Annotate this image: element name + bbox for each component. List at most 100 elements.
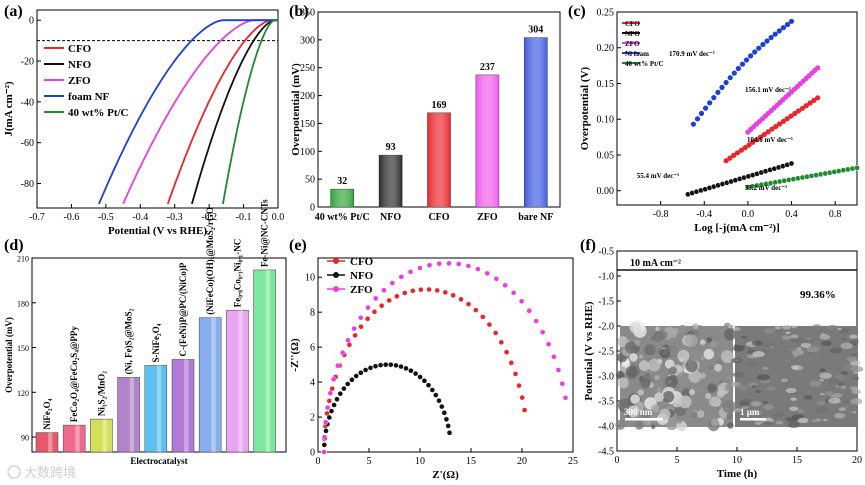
point-e xyxy=(498,339,504,345)
sem-particle xyxy=(725,383,733,392)
sem-particle xyxy=(630,394,640,404)
point-c xyxy=(792,110,798,117)
sem-particle xyxy=(656,387,662,393)
curve-a-cfo xyxy=(166,19,278,205)
point-c xyxy=(784,116,790,122)
sem-flake xyxy=(807,391,813,395)
y-tick-label-b: 100 xyxy=(300,147,315,158)
point-c xyxy=(815,65,821,71)
bar-d xyxy=(144,365,168,453)
legend-a-item: CFO xyxy=(68,43,92,55)
axes-frame-e xyxy=(317,257,574,453)
sem-particle xyxy=(691,411,698,418)
sem-image-right xyxy=(730,324,864,428)
point-c xyxy=(811,97,817,103)
point-e xyxy=(353,373,359,379)
sem-particle xyxy=(711,418,719,427)
sem-flake xyxy=(781,324,792,330)
bar-d xyxy=(253,269,276,453)
bar-b-shine xyxy=(330,189,354,207)
sem-particle xyxy=(660,348,670,359)
sem-particle xyxy=(703,348,715,360)
bar-value-label-b: 304 xyxy=(528,25,543,36)
sem-particle xyxy=(720,350,734,364)
sem-flake xyxy=(837,381,845,386)
legend-e-marker xyxy=(333,272,339,278)
sem-flake xyxy=(823,419,828,422)
sem-particle xyxy=(655,326,660,332)
bar-d-shine xyxy=(129,377,135,452)
sem-flake xyxy=(830,399,836,402)
point-c xyxy=(738,147,745,153)
legend-c-item: 40 wt% Pt/C xyxy=(625,60,664,68)
sem-particle xyxy=(676,372,689,384)
y-tick-label-f: -2.5 xyxy=(598,347,614,358)
sem-flake xyxy=(803,395,813,400)
sem-flake xyxy=(791,325,798,329)
watermark-text: 大数跨境 xyxy=(24,466,76,481)
sem-particle xyxy=(624,341,637,354)
point-e xyxy=(533,318,539,324)
x-tick-label-e: 25 xyxy=(568,456,578,467)
point-e xyxy=(417,374,423,380)
sem-flake xyxy=(818,407,824,410)
y-tick-label-e: 2 xyxy=(310,413,315,424)
point-e xyxy=(328,408,335,414)
panel-label-c: (c) xyxy=(568,3,586,20)
sem-flake xyxy=(800,342,812,348)
sem-flake xyxy=(764,421,773,425)
x-category-label-b: CFO xyxy=(428,212,449,223)
point-e xyxy=(388,362,394,368)
x-tick-label-f: 15 xyxy=(792,455,802,466)
legend-c-item: ZFO xyxy=(625,40,640,48)
sem-flake xyxy=(781,378,789,383)
sem-flake xyxy=(821,355,829,359)
point-e xyxy=(456,261,462,267)
point-c xyxy=(711,95,717,101)
point-e xyxy=(436,261,442,267)
point-e xyxy=(381,287,387,293)
y-tick-label-f: -3.5 xyxy=(598,397,614,408)
y-tick-label-c: 0.00 xyxy=(597,186,615,197)
sem-flake xyxy=(849,339,859,345)
sem-flake xyxy=(759,360,766,363)
sem-particle xyxy=(662,391,675,403)
sem-particle xyxy=(689,389,695,396)
sem-particle xyxy=(705,393,712,399)
bar-d xyxy=(226,309,249,453)
legend-e-marker xyxy=(333,258,339,264)
point-e xyxy=(519,394,525,401)
y-tick-label-f: -4.0 xyxy=(598,422,614,433)
sem-flake xyxy=(809,380,822,387)
sem-particle xyxy=(700,339,706,345)
y-tick-label-a: 0 xyxy=(29,16,34,27)
sem-flake xyxy=(840,371,849,375)
point-c xyxy=(754,137,760,143)
point-e xyxy=(398,363,404,370)
point-e xyxy=(345,337,351,343)
point-c xyxy=(694,116,701,122)
legend-e-item: NFO xyxy=(350,270,374,282)
point-e xyxy=(551,354,557,360)
bar-category-label-d: S-NiFe₂O₄ xyxy=(151,323,161,362)
bar-value-label-b: 169 xyxy=(432,100,447,111)
legend-c-item: Ni foam xyxy=(625,50,649,58)
bar-category-label-d: NiFe₂O₄ xyxy=(42,398,52,429)
sem-flake xyxy=(739,401,750,407)
legend-e-item: ZFO xyxy=(350,284,373,296)
point-e xyxy=(465,301,472,307)
point-e xyxy=(326,398,332,404)
point-e xyxy=(429,387,435,393)
scale-bar-left xyxy=(625,418,663,421)
curve-a-nfo xyxy=(191,19,278,205)
x-tick-label-a: -0.2 xyxy=(201,212,217,223)
x-tick-label-c: -0.8 xyxy=(653,209,669,220)
point-e xyxy=(512,371,519,377)
point-e xyxy=(417,265,423,271)
sem-flake xyxy=(762,366,769,370)
point-e xyxy=(326,414,332,421)
point-e xyxy=(371,309,378,315)
point-e xyxy=(335,363,341,369)
point-e xyxy=(331,376,337,382)
point-e xyxy=(433,392,439,398)
